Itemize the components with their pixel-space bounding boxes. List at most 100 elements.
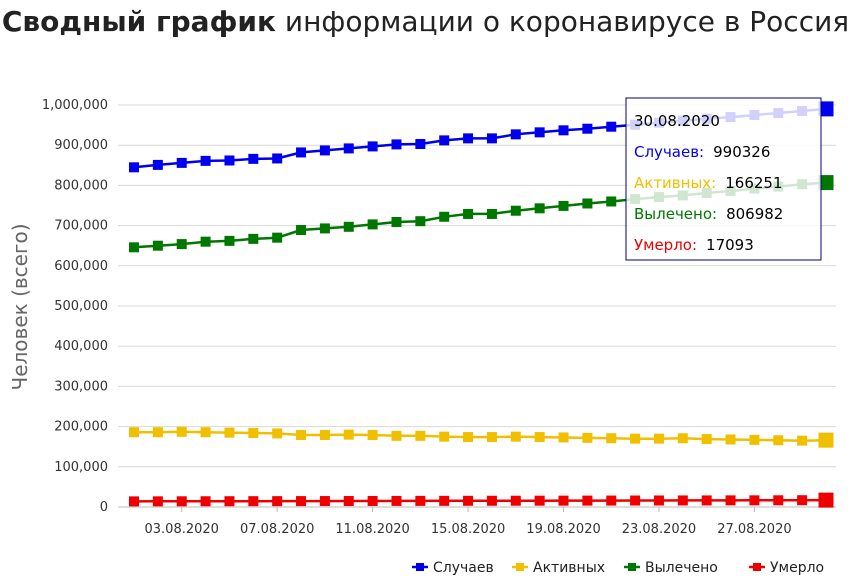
legend-label: Умерло xyxy=(770,560,824,576)
data-point xyxy=(224,427,235,438)
y-tick-label: 900,000 xyxy=(54,138,108,153)
data-point xyxy=(630,495,641,506)
data-point xyxy=(701,495,712,506)
data-point xyxy=(272,153,283,164)
data-point xyxy=(224,155,235,166)
data-point xyxy=(248,496,259,507)
y-tick-label: 300,000 xyxy=(54,379,108,394)
series-3 xyxy=(129,492,834,508)
data-point xyxy=(296,147,307,158)
series-line xyxy=(134,430,827,442)
y-tick-label: 100,000 xyxy=(54,460,108,475)
data-point xyxy=(486,432,497,443)
data-point xyxy=(176,426,187,437)
tooltip-row: Активных: 166251 xyxy=(634,174,783,192)
data-point xyxy=(486,208,497,219)
data-point xyxy=(510,431,521,442)
y-tick-label: 400,000 xyxy=(54,339,108,354)
data-point xyxy=(818,101,834,117)
data-point xyxy=(463,208,474,219)
data-point xyxy=(558,495,569,506)
data-point xyxy=(415,138,426,149)
data-point xyxy=(630,433,641,444)
data-point xyxy=(486,133,497,144)
data-point xyxy=(773,435,784,446)
y-axis-label: Человек (всего) xyxy=(8,223,32,390)
data-point xyxy=(415,495,426,506)
data-point xyxy=(510,129,521,140)
tooltip-row-label: Активных: xyxy=(634,174,716,192)
tooltip-row-value: 17093 xyxy=(706,236,754,254)
legend-label: Активных xyxy=(533,560,605,576)
data-point xyxy=(129,162,139,173)
y-tick-label: 600,000 xyxy=(54,259,108,274)
data-point xyxy=(152,496,163,507)
data-point xyxy=(439,211,450,222)
data-point xyxy=(129,242,139,253)
data-point xyxy=(773,495,784,506)
data-point xyxy=(272,232,283,243)
x-tick-label: 19.08.2020 xyxy=(526,522,600,537)
y-axis-ticks: 0 100,000 200,000 300,000 400,000 500,000 600,… xyxy=(42,98,108,515)
data-point xyxy=(558,432,569,443)
data-point xyxy=(606,495,617,506)
data-point xyxy=(129,496,139,507)
data-point xyxy=(677,495,688,506)
chart-title-bold: Сводный график xyxy=(1,5,276,38)
legend: Случаев Активных Вылечено Умерло xyxy=(412,560,824,576)
y-tick-label: 200,000 xyxy=(54,420,108,435)
tooltip-box xyxy=(625,97,822,261)
data-point xyxy=(200,236,211,247)
y-tick-label: 0 xyxy=(100,500,108,515)
data-point xyxy=(200,427,211,438)
data-point xyxy=(176,239,187,250)
data-point xyxy=(582,495,593,506)
x-tick-label: 15.08.2020 xyxy=(431,522,505,537)
tooltip-row-label: Умерло: xyxy=(634,236,697,254)
series-line xyxy=(133,498,827,503)
data-point xyxy=(152,159,163,170)
legend-swatch-marker xyxy=(516,563,524,571)
data-point xyxy=(818,175,834,191)
data-point xyxy=(248,428,259,439)
data-point xyxy=(367,495,378,506)
data-point xyxy=(391,216,402,227)
data-point xyxy=(391,139,402,150)
data-point xyxy=(486,495,497,506)
data-point xyxy=(319,496,330,507)
tooltip: 30.08.2020 Случаев: 990326 Активных: 166251 В… xyxy=(625,97,822,261)
data-point xyxy=(415,216,426,227)
data-point xyxy=(272,428,283,439)
y-tick-label: 1,000,000 xyxy=(42,98,108,113)
data-point xyxy=(653,433,664,444)
data-point xyxy=(818,492,834,508)
tooltip-row-label: Вылечено: xyxy=(634,205,717,223)
data-point xyxy=(749,434,760,445)
x-tick-label: 03.08.2020 xyxy=(145,522,219,537)
data-point xyxy=(296,430,307,441)
chart-title: Сводный график информации о коронавирусе… xyxy=(0,2,851,42)
data-point xyxy=(534,495,545,506)
data-point xyxy=(319,430,330,441)
data-point xyxy=(343,221,354,232)
data-point xyxy=(367,430,378,441)
data-point xyxy=(534,203,545,214)
data-point xyxy=(319,145,330,156)
x-tick-label: 23.08.2020 xyxy=(622,522,696,537)
data-point xyxy=(606,433,617,444)
data-point xyxy=(606,121,617,132)
data-point xyxy=(296,225,307,236)
data-point xyxy=(152,427,163,438)
chart-title-rest: информации о коронавирусе в Россия xyxy=(275,5,850,38)
data-point xyxy=(200,155,211,166)
data-point xyxy=(224,235,235,246)
data-point xyxy=(582,123,593,134)
data-point xyxy=(224,496,235,507)
data-point xyxy=(248,233,259,244)
data-point xyxy=(510,495,521,506)
data-point xyxy=(296,496,307,507)
legend-label: Вылечено xyxy=(645,560,718,576)
data-point xyxy=(725,495,736,506)
data-point xyxy=(343,496,354,507)
data-point xyxy=(558,125,569,136)
